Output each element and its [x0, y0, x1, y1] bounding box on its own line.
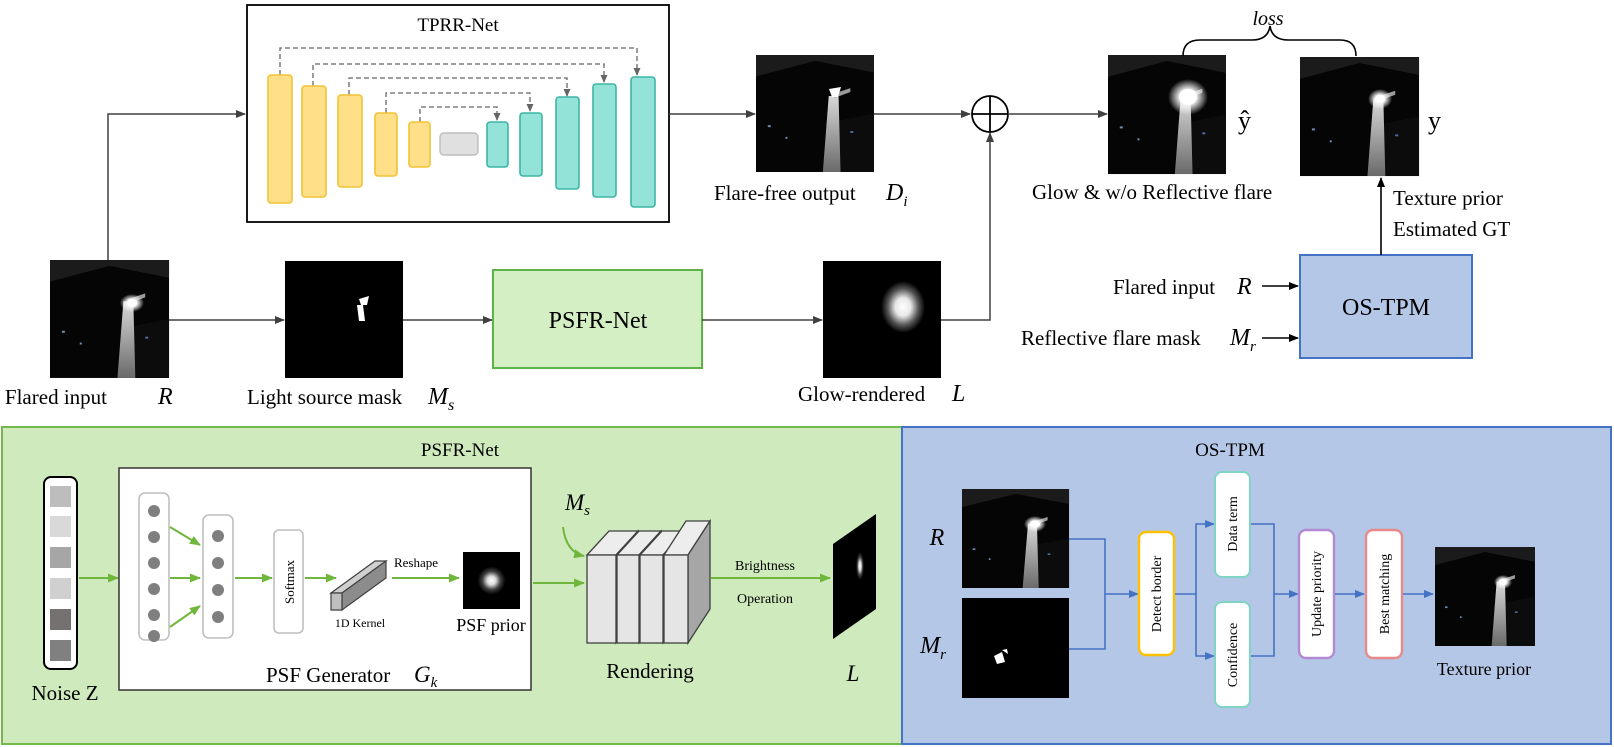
- confidence-label: Confidence: [1226, 623, 1241, 688]
- flared-input-symbol: R: [157, 384, 173, 410]
- flare-free-output-image: [756, 55, 874, 172]
- decoder-block: [630, 76, 656, 208]
- flare-free-symbol: Di: [885, 180, 908, 210]
- confidence-block: [1214, 601, 1251, 708]
- data-term-block: [1214, 471, 1251, 578]
- decoder-blocks: [486, 76, 656, 208]
- detect-border-block: [1137, 530, 1176, 657]
- mlp-connections: [169, 526, 201, 628]
- glow-wo-caption: Glow & w/o Reflective flare: [1032, 180, 1272, 204]
- arrow-ms-to-rendering: [562, 526, 585, 559]
- arrow-glow-to-sum: [941, 132, 994, 321]
- flare-free-caption: Flare-free output: [714, 181, 856, 205]
- decoder-block: [592, 83, 617, 198]
- ostpm-mr-symbol: Mr: [919, 633, 946, 663]
- light-mask-caption: Light source mask: [247, 385, 403, 409]
- flared-input-caption: Flared input: [5, 385, 107, 409]
- glow-rendered-image: [823, 261, 941, 378]
- softmax-block: [273, 529, 304, 634]
- encoder-block: [301, 85, 327, 198]
- encoder-blocks: [267, 74, 431, 204]
- encoder-block: [337, 94, 363, 188]
- encoder-block: [267, 74, 293, 204]
- best-matching-block: [1364, 528, 1404, 660]
- branches-merge-arrows: [1251, 523, 1299, 657]
- rendering-stack: [585, 518, 712, 646]
- decoder-block: [519, 112, 543, 177]
- operation-label: Operation: [737, 592, 793, 607]
- softmax-label: Softmax: [282, 559, 297, 604]
- texture-prior-label: Texture prior: [1393, 186, 1503, 210]
- ms-symbol: Ms: [564, 490, 590, 519]
- update-priority-label: Update priority: [1310, 551, 1325, 637]
- os-tpm-box-label: OS-TPM: [1342, 295, 1430, 321]
- loss-brace: [1182, 25, 1357, 57]
- l-output-image: [833, 514, 876, 639]
- skip-connections: [279, 47, 641, 122]
- tprr-net-title: TPRR-Net: [417, 15, 499, 36]
- update-priority-block: [1297, 528, 1336, 660]
- ostpm-r-symbol: R: [929, 525, 945, 551]
- loss-label: loss: [1252, 8, 1283, 30]
- data-term-label: Data term: [1226, 496, 1241, 552]
- arrow-input-to-tprr: [107, 110, 246, 260]
- detect-to-branches-arrows: [1175, 520, 1215, 660]
- glow-wo-reflective-image: [1108, 55, 1226, 175]
- bottleneck-block: [439, 132, 479, 156]
- ostpm-flared-input-symbol: R: [1236, 274, 1252, 300]
- ostpm-reflective-mask-label: Reflective flare mask: [1021, 326, 1201, 350]
- y-label: y: [1428, 106, 1441, 135]
- os-tpm-box: [1299, 254, 1473, 359]
- ostpm-flared-input-label: Flared input: [1113, 275, 1215, 299]
- detect-border-label: Detect border: [1150, 555, 1165, 632]
- glow-rendered-caption: Glow-rendered: [798, 382, 926, 406]
- mlp-layer-2-nodes: [212, 530, 224, 623]
- mlp-layer-2: [202, 514, 234, 639]
- psfr-net-box-label: PSFR-Net: [549, 308, 648, 334]
- kernel-1d-prism: [329, 559, 388, 612]
- ostpm-reflective-mask-image: [962, 598, 1069, 698]
- glow-rendered-symbol: L: [951, 381, 965, 407]
- ostpm-panel-title: OS-TPM: [1195, 440, 1265, 461]
- psf-generator-label: PSF Generator: [266, 663, 390, 687]
- psf-prior-image: [463, 552, 520, 609]
- psf-generator-symbol: Gk: [414, 662, 438, 691]
- psfr-panel-title: PSFR-Net: [421, 440, 500, 461]
- ostpm-input-image: [962, 489, 1070, 588]
- y-hat-label: ŷ: [1238, 106, 1251, 135]
- encoder-block: [374, 112, 398, 177]
- reshape-label: Reshape: [394, 555, 438, 570]
- psf-prior-label: PSF prior: [456, 615, 526, 635]
- best-matching-label: Best matching: [1378, 554, 1393, 635]
- flared-input-image: [50, 260, 170, 378]
- ostpm-input-arrows: [1069, 538, 1139, 650]
- noise-cells: [50, 486, 71, 661]
- kernel-1d-label: 1D Kernel: [335, 616, 386, 630]
- texture-prior-image: [1435, 547, 1535, 646]
- light-source-mask-image: [285, 261, 403, 378]
- decoder-block: [486, 121, 509, 168]
- mlp-layer-1-nodes: [148, 505, 160, 642]
- sum-operator: [971, 95, 1009, 133]
- decoder-block: [555, 96, 580, 190]
- psfr-net-box: [492, 269, 703, 369]
- light-mask-symbol: Ms: [427, 384, 454, 414]
- ostpm-reflective-mask-symbol: Mr: [1229, 325, 1256, 355]
- rendering-label: Rendering: [606, 659, 694, 683]
- l-output-symbol: L: [846, 661, 860, 686]
- encoder-block: [408, 121, 431, 168]
- target-image: [1300, 57, 1420, 177]
- noise-label: Noise Z: [31, 681, 98, 705]
- estimated-gt-label: Estimated GT: [1393, 217, 1510, 241]
- brightness-label: Brightness: [735, 559, 795, 574]
- texture-prior-output-label: Texture prior: [1437, 659, 1531, 679]
